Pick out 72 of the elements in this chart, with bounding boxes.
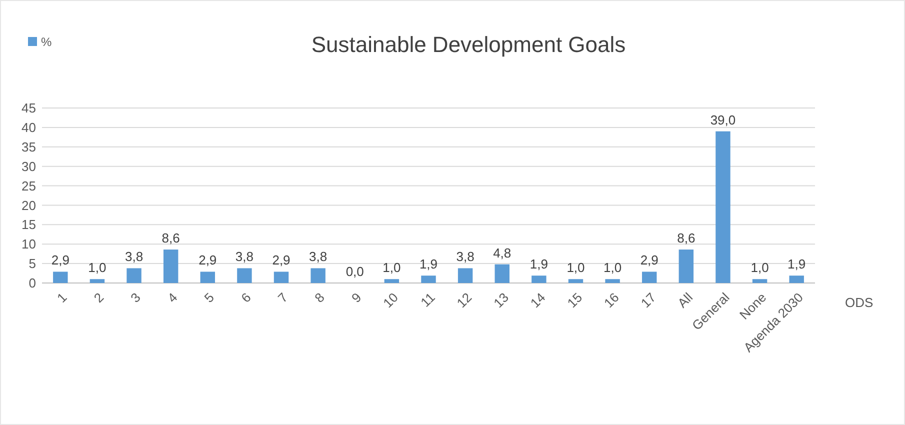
data-label: 3,8 xyxy=(309,249,328,264)
data-label: 1,0 xyxy=(88,260,106,276)
data-label: 1,0 xyxy=(750,260,769,276)
data-label: 1,0 xyxy=(604,260,622,276)
bar xyxy=(678,250,694,283)
data-label: 1,9 xyxy=(419,256,438,272)
bar xyxy=(568,279,584,283)
data-label: 8,6 xyxy=(162,230,180,246)
x-tick-label: 14 xyxy=(527,290,548,311)
data-label: 1,0 xyxy=(382,260,401,276)
bar xyxy=(789,276,804,283)
x-tick-label: 8 xyxy=(312,290,328,306)
x-axis-title: ODS xyxy=(845,295,874,310)
data-label: 3,8 xyxy=(124,249,144,264)
x-tick-label: 12 xyxy=(454,290,475,311)
data-label: 39,0 xyxy=(710,112,736,128)
legend-label: % xyxy=(41,35,52,50)
data-label: 3,8 xyxy=(456,249,474,264)
x-tick-label: 6 xyxy=(238,290,254,306)
data-label: 1,9 xyxy=(788,256,806,272)
y-tick-label: 20 xyxy=(22,198,36,213)
data-label: 0,0 xyxy=(346,264,364,279)
y-tick-label: 30 xyxy=(22,158,36,174)
x-tick-label: 17 xyxy=(638,290,659,311)
y-tick-label: 10 xyxy=(22,236,36,252)
chart-title: Sustainable Development Goals xyxy=(311,32,626,57)
y-tick-label: 15 xyxy=(22,217,36,232)
x-tick-label: 3 xyxy=(128,290,144,306)
bar xyxy=(384,279,400,283)
bar xyxy=(200,272,216,283)
y-tick-label: 0 xyxy=(28,276,36,291)
y-tick-label: 5 xyxy=(28,256,36,272)
bar xyxy=(237,268,252,283)
bar xyxy=(458,268,473,283)
bar xyxy=(642,272,657,283)
x-tick-label: 1 xyxy=(54,290,70,306)
y-tick-label: 35 xyxy=(22,139,36,154)
data-label: 8,6 xyxy=(677,230,696,246)
bar xyxy=(126,268,142,283)
bar xyxy=(90,279,105,283)
x-tick-label: All xyxy=(674,290,696,311)
y-tick-label: 45 xyxy=(22,100,36,116)
bar xyxy=(53,272,68,283)
y-tick-label: 40 xyxy=(22,120,36,135)
data-label: 2,9 xyxy=(51,252,70,268)
bar xyxy=(752,279,768,283)
data-label: 1,9 xyxy=(530,256,548,272)
bar xyxy=(494,264,510,283)
x-tick-label: 16 xyxy=(601,290,622,311)
bar xyxy=(421,276,436,283)
x-tick-label: 11 xyxy=(418,290,438,310)
x-tick-label: 9 xyxy=(348,290,364,306)
data-label: 1,0 xyxy=(566,260,585,276)
bar xyxy=(716,131,730,283)
data-label: 2,9 xyxy=(640,252,658,268)
bar xyxy=(274,272,289,283)
data-label: 4,8 xyxy=(493,245,512,260)
bar xyxy=(310,268,326,283)
y-tick-label: 25 xyxy=(22,178,36,194)
x-tick-label: 5 xyxy=(201,290,217,306)
x-tick-label: 10 xyxy=(380,290,402,311)
data-label: 2,9 xyxy=(198,252,217,268)
x-tick-label: 7 xyxy=(274,290,291,306)
bar xyxy=(605,279,620,283)
x-tick-label: 13 xyxy=(490,290,512,311)
bar xyxy=(163,250,178,283)
bar xyxy=(532,276,546,283)
x-tick-label: 15 xyxy=(564,290,586,311)
x-tick-label: 2 xyxy=(90,290,107,306)
data-label: 2,9 xyxy=(272,252,290,268)
data-label: 3,8 xyxy=(235,249,254,264)
x-tick-label: 4 xyxy=(164,290,180,306)
